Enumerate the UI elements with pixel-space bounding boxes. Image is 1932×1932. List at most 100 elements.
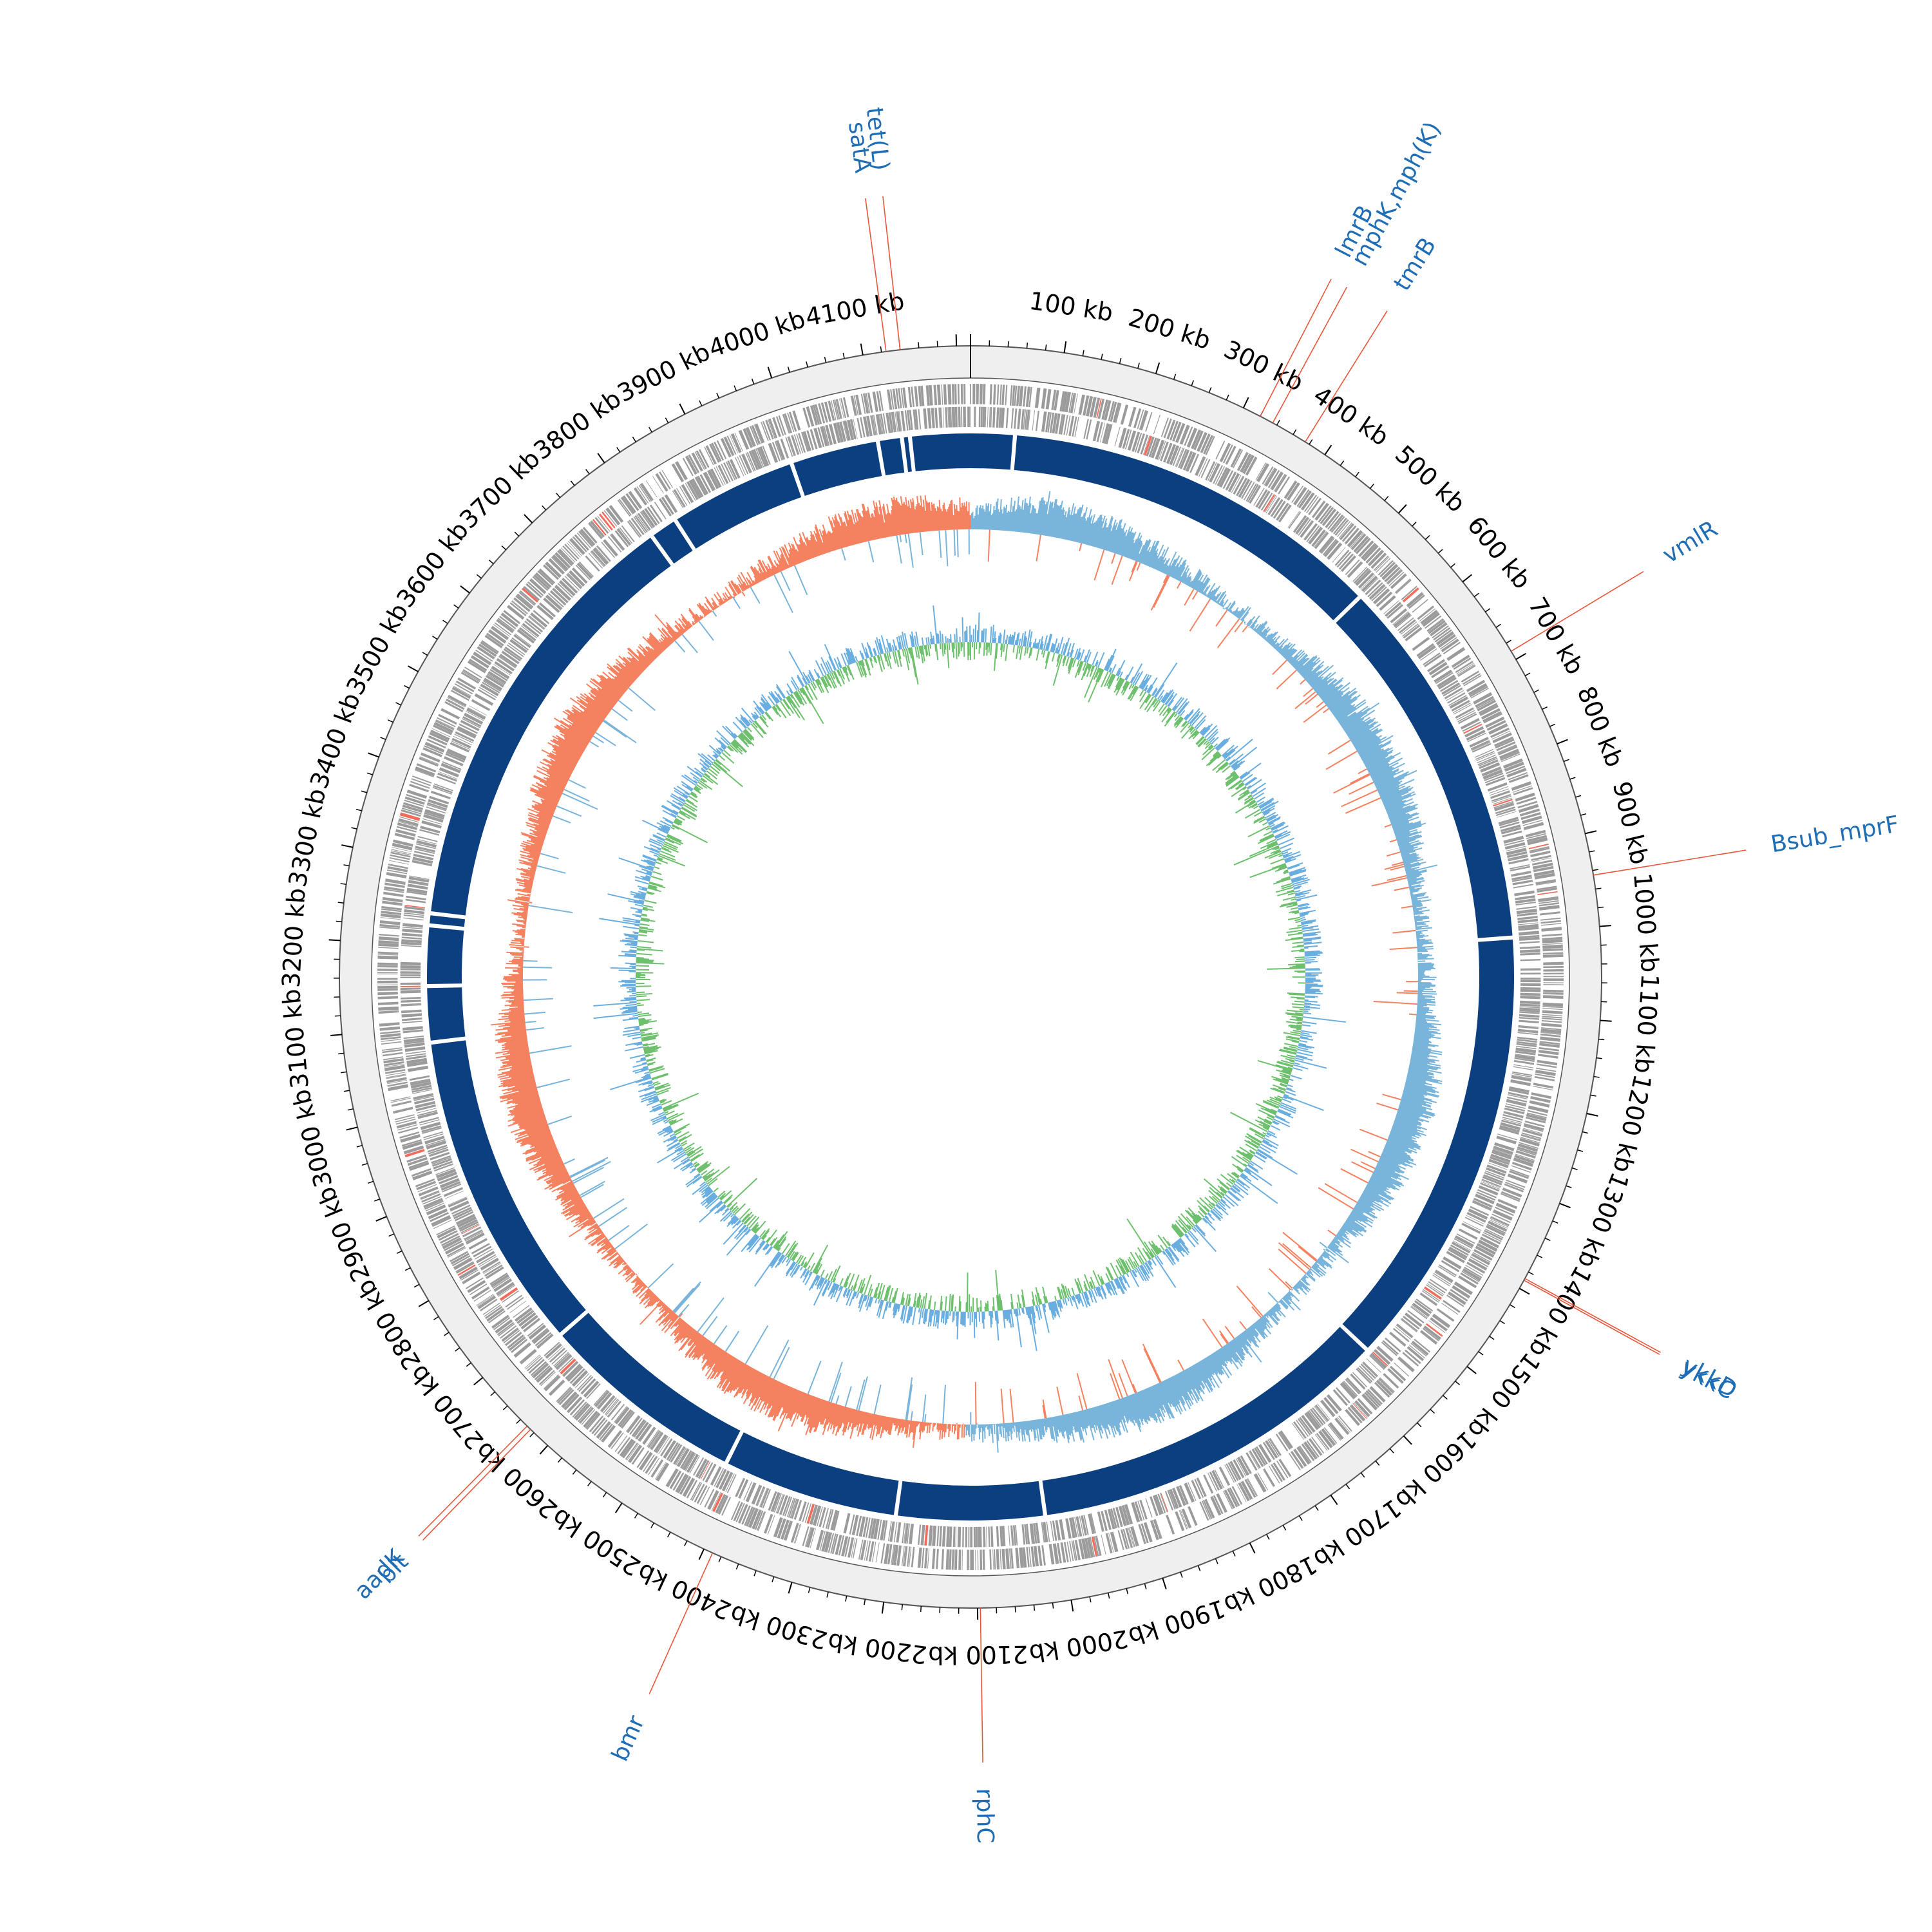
minor-tick: [1485, 608, 1491, 612]
cds-feature: [1432, 1313, 1451, 1329]
cds-feature: [664, 494, 678, 513]
cds-feature: [954, 1549, 958, 1570]
cds-feature: [515, 1307, 533, 1322]
cds-feature: [384, 886, 404, 892]
cds-feature: [866, 1540, 871, 1561]
cds-feature: [815, 404, 822, 424]
gc-content-bar: [1390, 813, 1410, 822]
cds-feature: [1407, 1310, 1425, 1324]
cds-feature: [413, 1095, 434, 1101]
cds-feature: [1327, 1424, 1341, 1441]
gc-content-bar: [1378, 782, 1401, 794]
cds-feature: [782, 413, 790, 434]
cds-feature: [483, 677, 503, 691]
gc-content-bar: [1168, 555, 1180, 576]
cds-feature: [638, 1423, 652, 1442]
gc-content-bar: [1027, 513, 1032, 533]
cds-feature: [1537, 887, 1557, 893]
cds-feature: [679, 486, 691, 504]
gc-content-bar: [1417, 1005, 1424, 1008]
gc-content-bar: [556, 805, 582, 817]
cds-feature: [496, 658, 515, 672]
gc-content-bar: [1345, 797, 1381, 814]
cds-feature: [604, 1398, 619, 1416]
cds-feature: [1217, 467, 1228, 486]
cds-feature: [1318, 505, 1332, 523]
gc-content-bar: [1376, 770, 1417, 790]
gc-content-bar: [1186, 578, 1192, 586]
cds-feature: [1104, 424, 1113, 444]
major-tick: [1557, 739, 1568, 745]
gc-content-bar: [1235, 611, 1241, 617]
cds-feature: [1516, 1045, 1537, 1050]
cds-feature: [431, 1217, 451, 1227]
cds-feature: [598, 513, 613, 531]
gc-content-bar: [1396, 831, 1419, 840]
cds-feature: [499, 616, 516, 630]
cds-feature: [898, 388, 902, 409]
gc-content-bar: [1150, 575, 1170, 611]
gc-content-bar: [1381, 1153, 1413, 1168]
cds-feature: [871, 1542, 876, 1562]
gc-content-bar: [1209, 587, 1218, 600]
cds-feature: [1507, 1096, 1528, 1103]
cds-feature: [633, 487, 648, 506]
gc-content-bar: [1306, 672, 1317, 682]
gc-content-bar: [1399, 1104, 1435, 1116]
cds-feature: [1358, 540, 1374, 557]
gc-content-bar: [1132, 535, 1142, 560]
gc-content-bar: [1412, 1050, 1430, 1055]
gc-content-bar: [1024, 505, 1029, 533]
gc-content-bar: [1362, 749, 1385, 762]
gc-content-bar: [1406, 1077, 1426, 1083]
gc-content-bar: [1267, 1292, 1278, 1303]
cds-feature: [871, 415, 876, 435]
cds-feature: [846, 419, 855, 440]
gc-content-bar: [732, 596, 734, 598]
cds-feature: [1504, 1105, 1526, 1112]
cds-feature: [402, 923, 423, 928]
cds-feature: [639, 482, 654, 502]
cds-feature: [932, 1526, 937, 1546]
gc-content-bar: [1376, 771, 1410, 788]
gc-content-bar: [1367, 752, 1401, 771]
cds-feature: [1163, 418, 1172, 439]
cds-feature: [951, 1549, 954, 1570]
cds-feature: [1314, 1406, 1327, 1423]
minor-tick: [422, 652, 428, 656]
gc-content-bar: [1353, 1207, 1364, 1215]
cds-feature: [1115, 402, 1122, 423]
cds-feature: [1511, 1075, 1532, 1082]
cds-feature: [1069, 1540, 1074, 1562]
cds-feature: [1536, 1067, 1557, 1072]
gc-content-bar: [511, 960, 524, 961]
gc-content-bar: [1361, 1194, 1383, 1208]
major-tick: [539, 1444, 549, 1455]
cds-feature: [954, 1549, 956, 1570]
gc-content-bar: [1023, 503, 1028, 533]
cds-feature: [718, 1470, 730, 1490]
gc-content-bar: [1097, 518, 1108, 549]
cds-feature: [406, 793, 426, 802]
gc-content-bar: [1192, 591, 1198, 600]
gc-content-bar: [1343, 709, 1376, 731]
cds-feature: [1520, 978, 1541, 980]
cds-feature: [813, 1505, 822, 1526]
cds-feature: [520, 625, 538, 639]
minor-tick: [667, 1531, 671, 1538]
gc-content-bar: [1374, 1168, 1397, 1180]
cds-feature: [883, 1520, 888, 1541]
cds-feature: [1191, 1480, 1202, 1500]
gc-content-bar: [1212, 596, 1217, 601]
cds-feature: [867, 1518, 874, 1539]
gc-content-bar: [509, 960, 524, 963]
cds-feature: [1140, 434, 1149, 455]
gc-content-bar: [1364, 1189, 1392, 1205]
cds-feature: [1467, 732, 1486, 743]
cds-feature: [1270, 471, 1284, 491]
gc-content-bar: [942, 1385, 946, 1424]
cds-feature: [1353, 535, 1369, 553]
cds-feature: [895, 388, 900, 409]
minor-tick: [529, 1432, 535, 1437]
contig-segment: [431, 1040, 586, 1333]
